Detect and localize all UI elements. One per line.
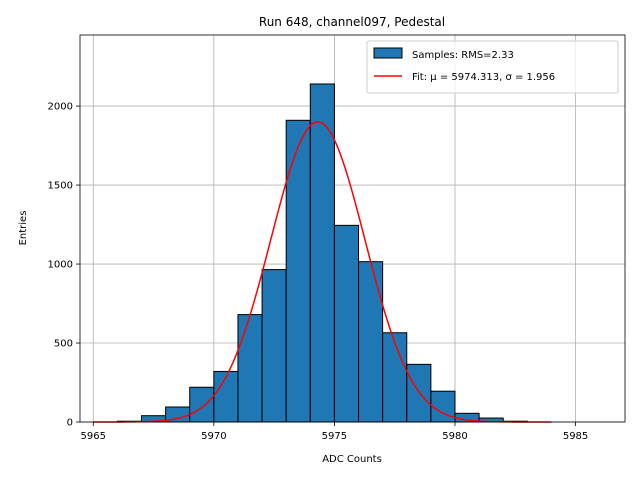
- histogram-bar: [406, 363, 432, 423]
- histogram-bar: [358, 261, 384, 423]
- y-tick-label: 2000: [48, 102, 73, 113]
- x-tick-label: 5980: [442, 431, 467, 442]
- histogram-bar: [189, 386, 215, 423]
- y-tick-label: 500: [54, 339, 73, 350]
- legend: Samples: RMS=2.33 Fit: μ = 5974.313, σ =…: [366, 40, 619, 94]
- histogram-bar: [309, 83, 335, 423]
- x-tick-label: 5965: [81, 431, 106, 442]
- fit-curve: [93, 121, 552, 423]
- histogram-bar: [430, 390, 456, 423]
- x-tick-label: 5985: [563, 431, 588, 442]
- y-axis-ticks: 0 500 1000 1500 2000: [48, 102, 80, 429]
- legend-label-fit: Fit: μ = 5974.313, σ = 1.956: [412, 72, 555, 83]
- x-tick-label: 5970: [201, 431, 226, 442]
- histogram-bars: [116, 83, 528, 423]
- x-tick-label: 5975: [322, 431, 347, 442]
- histogram-bar: [333, 224, 360, 423]
- x-axis-label: ADC Counts: [322, 454, 382, 465]
- histogram-bar: [261, 269, 287, 423]
- legend-box: [366, 40, 619, 94]
- histogram-bar: [285, 119, 311, 423]
- y-tick-label: 1500: [48, 181, 73, 192]
- x-axis-ticks: 5965 5970 5975 5980 5985: [81, 422, 588, 442]
- y-tick-label: 0: [67, 418, 73, 429]
- histogram-bar: [237, 314, 263, 423]
- y-axis-label: Entries: [18, 211, 29, 246]
- y-tick-label: 1000: [48, 260, 73, 271]
- plot-frame: [79, 34, 626, 423]
- chart-title: Run 648, channel097, Pedestal: [259, 15, 445, 29]
- histogram-bar: [382, 332, 408, 423]
- legend-swatch-samples: [373, 47, 403, 59]
- legend-label-samples: Samples: RMS=2.33: [412, 50, 514, 61]
- histogram-bar: [213, 370, 239, 423]
